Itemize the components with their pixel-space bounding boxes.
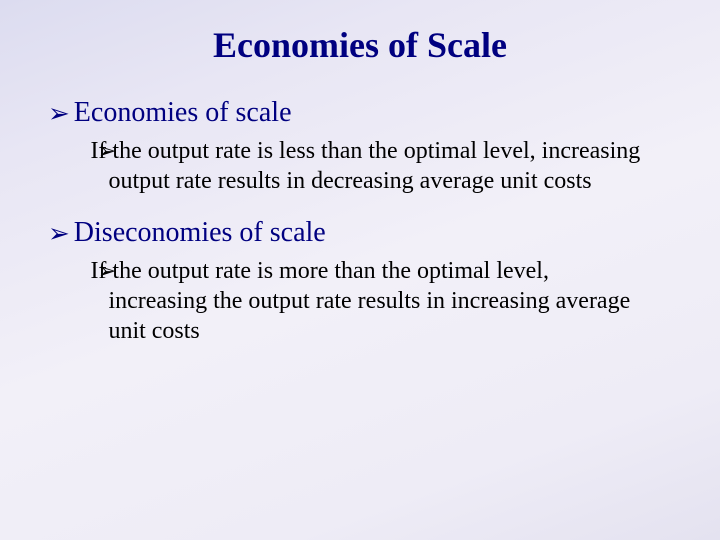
bullet-heading-text: Economies of scale	[74, 96, 292, 130]
bullet-heading-text: Diseconomies of scale	[74, 216, 326, 250]
bullet-sub-text: If the output rate is more than the opti…	[108, 256, 650, 346]
bullet-sub-text: If the output rate is less than the opti…	[108, 136, 650, 196]
bullet-heading-diseconomies: ➢ Diseconomies of scale	[48, 216, 680, 250]
bullet-heading-economies: ➢ Economies of scale	[48, 96, 680, 130]
slide: Economies of Scale ➢ Economies of scale …	[0, 0, 720, 540]
slide-title: Economies of Scale	[40, 24, 680, 66]
bullet-icon: ➢	[48, 96, 70, 130]
bullet-sub-diseconomies: ➢ If the output rate is more than the op…	[98, 256, 650, 346]
bullet-sub-economies: ➢ If the output rate is less than the op…	[98, 136, 650, 196]
bullet-icon: ➢	[48, 216, 70, 250]
